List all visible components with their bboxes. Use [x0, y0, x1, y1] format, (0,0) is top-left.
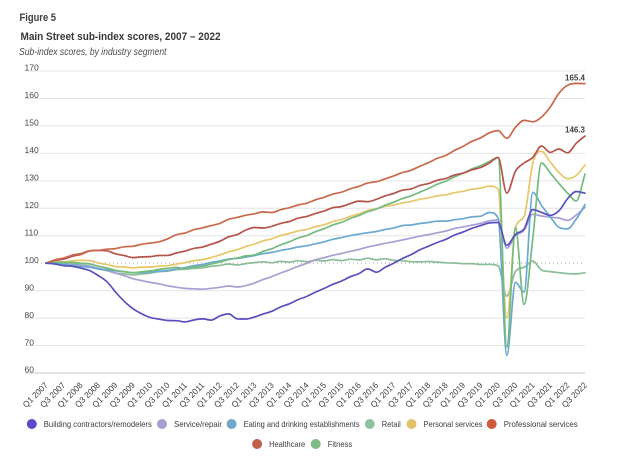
- svg-text:60: 60: [25, 365, 35, 375]
- svg-text:130: 130: [25, 173, 39, 183]
- svg-text:165.4: 165.4: [565, 73, 585, 83]
- svg-text:120: 120: [25, 200, 39, 210]
- svg-text:70: 70: [25, 337, 35, 347]
- svg-text:Professional services: Professional services: [504, 419, 578, 429]
- svg-text:80: 80: [25, 310, 35, 320]
- svg-text:110: 110: [25, 227, 39, 237]
- svg-text:150: 150: [25, 118, 39, 128]
- svg-text:Sub-index scores, by industry: Sub-index scores, by industry segment: [19, 47, 168, 58]
- svg-text:140: 140: [25, 145, 39, 155]
- svg-text:Main Street sub-index scores,: Main Street sub-index scores, 2007 – 202…: [21, 31, 221, 43]
- svg-text:Healthcare: Healthcare: [269, 439, 305, 449]
- svg-text:Eating and drinking establishm: Eating and drinking establishments: [244, 419, 360, 429]
- svg-text:Figure 5: Figure 5: [20, 12, 57, 24]
- svg-text:160: 160: [25, 90, 39, 100]
- svg-text:Service/repair: Service/repair: [174, 419, 222, 429]
- svg-text:90: 90: [25, 282, 35, 292]
- svg-text:100: 100: [25, 255, 39, 265]
- svg-text:Personal services: Personal services: [424, 419, 483, 429]
- svg-text:Fitness: Fitness: [328, 439, 353, 449]
- svg-text:Retail: Retail: [382, 419, 401, 429]
- svg-text:146.3: 146.3: [565, 124, 585, 134]
- svg-text:170: 170: [25, 63, 39, 73]
- svg-text:Building contractors/remodeler: Building contractors/remodelers: [44, 419, 152, 429]
